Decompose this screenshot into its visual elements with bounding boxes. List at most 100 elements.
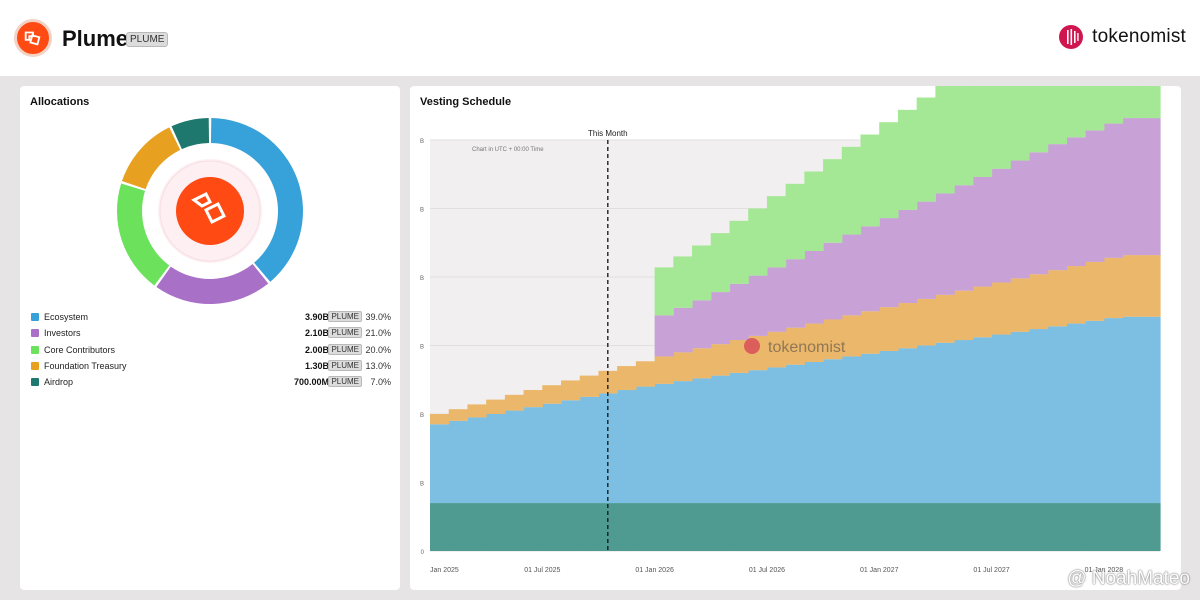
donut-segment-investors[interactable] <box>156 263 269 304</box>
bar-segment[interactable] <box>1047 270 1068 327</box>
bar-segment[interactable] <box>991 168 1011 283</box>
bar-segment[interactable] <box>879 503 899 551</box>
bar-segment[interactable] <box>542 385 562 404</box>
bar-segment[interactable] <box>561 380 581 401</box>
donut-segment-ecosystem[interactable] <box>210 118 303 282</box>
bar-segment[interactable] <box>486 399 506 414</box>
bar-segment[interactable] <box>823 159 843 243</box>
bar-segment[interactable] <box>430 424 450 504</box>
bar-segment[interactable] <box>561 503 581 551</box>
vesting-schedule-chart[interactable]: B B B B B B 0 tokenomist Chart in UTC + 00:00 Ti… <box>410 86 1181 590</box>
bar-segment[interactable] <box>635 386 656 504</box>
bar-segment[interactable] <box>823 359 843 504</box>
bar-segment[interactable] <box>935 86 955 194</box>
bar-segment[interactable] <box>523 503 543 551</box>
bar-segment[interactable] <box>1122 316 1142 504</box>
bar-segment[interactable] <box>823 503 843 551</box>
bar-segment[interactable] <box>1028 329 1049 504</box>
bar-segment[interactable] <box>935 503 955 551</box>
bar-segment[interactable] <box>710 344 731 376</box>
bar-segment[interactable] <box>1103 257 1124 319</box>
bar-segment[interactable] <box>673 307 693 353</box>
legend-row-investors[interactable]: Investors 2.10B PLUME 21.0% <box>30 326 392 342</box>
bar-segment[interactable] <box>710 375 731 504</box>
bar-segment[interactable] <box>430 414 450 425</box>
bar-segment[interactable] <box>804 503 824 551</box>
bar-segment[interactable] <box>1028 503 1049 551</box>
legend-row-foundation-treasury[interactable]: Foundation Treasury 1.30B PLUME 13.0% <box>30 359 392 375</box>
bar-segment[interactable] <box>542 503 562 551</box>
bar-segment[interactable] <box>954 86 974 186</box>
bar-segment[interactable] <box>654 267 674 316</box>
bar-segment[interactable] <box>673 381 693 504</box>
bar-segment[interactable] <box>542 403 562 504</box>
bar-segment[interactable] <box>635 361 656 387</box>
bar-segment[interactable] <box>860 503 880 551</box>
bar-segment[interactable] <box>1066 86 1086 138</box>
bar-segment[interactable] <box>523 407 543 504</box>
bar-segment[interactable] <box>804 250 824 324</box>
bar-segment[interactable] <box>766 267 787 332</box>
bar-segment[interactable] <box>785 364 805 504</box>
bar-segment[interactable] <box>1122 86 1142 119</box>
bar-segment[interactable] <box>748 208 768 276</box>
legend-row-ecosystem[interactable]: Ecosystem 3.90B PLUME 39.0% <box>30 310 392 326</box>
bar-segment[interactable] <box>1047 503 1068 551</box>
bar-segment[interactable] <box>748 370 768 504</box>
bar-segment[interactable] <box>935 193 955 295</box>
bar-segment[interactable] <box>897 109 918 210</box>
bar-segment[interactable] <box>804 323 824 362</box>
bar-segment[interactable] <box>1085 86 1105 131</box>
bar-segment[interactable] <box>710 503 731 551</box>
bar-segment[interactable] <box>954 185 974 291</box>
bar-segment[interactable] <box>579 375 600 397</box>
bar-segment[interactable] <box>1122 118 1142 256</box>
bar-segment[interactable] <box>448 420 469 504</box>
bar-segment[interactable] <box>617 366 637 391</box>
bar-segment[interactable] <box>692 300 712 349</box>
bar-segment[interactable] <box>523 390 543 408</box>
bar-segment[interactable] <box>1141 255 1161 317</box>
bar-segment[interactable] <box>729 340 749 373</box>
donut-segment-foundation-treasury[interactable] <box>121 127 181 190</box>
bar-segment[interactable] <box>860 226 880 312</box>
bar-segment[interactable] <box>710 233 731 293</box>
bar-segment[interactable] <box>467 503 487 551</box>
bar-segment[interactable] <box>766 196 787 268</box>
bar-segment[interactable] <box>785 259 805 328</box>
bar-segment[interactable] <box>617 503 637 551</box>
bar-segment[interactable] <box>654 503 674 551</box>
legend-row-core-contributors[interactable]: Core Contributors 2.00B PLUME 20.0% <box>30 343 392 359</box>
bar-segment[interactable] <box>841 234 862 316</box>
bar-segment[interactable] <box>1066 323 1086 504</box>
bar-segment[interactable] <box>954 290 974 341</box>
bar-segment[interactable] <box>748 275 768 336</box>
bar-segment[interactable] <box>1103 503 1124 551</box>
bar-segment[interactable] <box>916 298 936 346</box>
bar-segment[interactable] <box>823 242 843 320</box>
bar-segment[interactable] <box>448 409 469 421</box>
tokenomist-brand[interactable]: tokenomist <box>1058 24 1186 50</box>
bar-segment[interactable] <box>1010 160 1030 279</box>
bar-segment[interactable] <box>897 209 918 304</box>
bar-segment[interactable] <box>935 294 955 343</box>
bar-segment[interactable] <box>486 503 506 551</box>
bar-segment[interactable] <box>1047 86 1068 145</box>
bar-segment[interactable] <box>879 350 899 504</box>
bar-segment[interactable] <box>785 503 805 551</box>
bar-segment[interactable] <box>991 86 1011 169</box>
bar-segment[interactable] <box>1085 130 1105 262</box>
bar-segment[interactable] <box>1085 261 1105 321</box>
bar-segment[interactable] <box>879 307 899 351</box>
bar-segment[interactable] <box>991 503 1011 551</box>
bar-segment[interactable] <box>729 220 749 284</box>
bar-segment[interactable] <box>673 503 693 551</box>
bar-segment[interactable] <box>991 334 1011 504</box>
bar-segment[interactable] <box>635 503 656 551</box>
bar-segment[interactable] <box>1141 316 1161 504</box>
bar-segment[interactable] <box>448 503 469 551</box>
bar-segment[interactable] <box>766 503 787 551</box>
bar-segment[interactable] <box>673 256 693 308</box>
bar-segment[interactable] <box>972 337 993 504</box>
bar-segment[interactable] <box>897 348 918 504</box>
